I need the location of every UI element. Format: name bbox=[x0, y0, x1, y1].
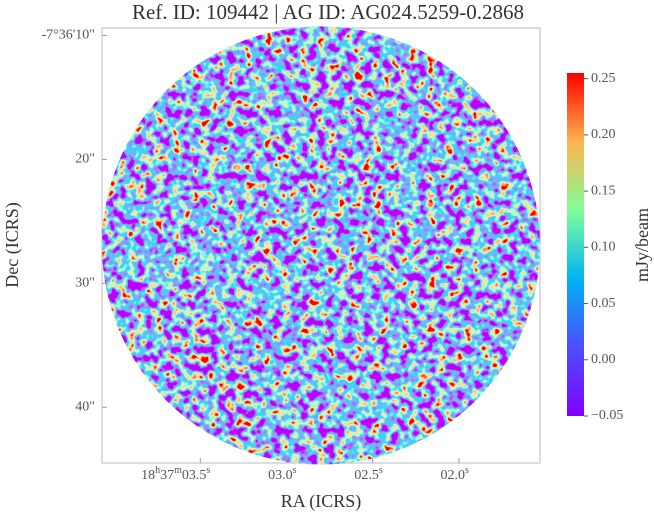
y-tick-label: -7°36'10" bbox=[42, 28, 96, 43]
y-tick-label: 30" bbox=[75, 276, 95, 291]
colorbar-tick-label: 0.10 bbox=[591, 240, 616, 255]
x-axis-label: RA (ICRS) bbox=[281, 491, 362, 512]
colorbar-tick-label: 0.05 bbox=[591, 296, 616, 311]
sky-image bbox=[102, 26, 540, 465]
colorbar-tick-label: −0.05 bbox=[591, 408, 623, 423]
y-tick-label: 20" bbox=[75, 152, 95, 167]
colorbar-tick-label: 0.00 bbox=[591, 352, 616, 367]
colorbar-tick-label: 0.20 bbox=[591, 127, 616, 142]
x-tick-label: 02.0s bbox=[441, 465, 470, 483]
colorbar-tick-label: 0.15 bbox=[591, 183, 616, 198]
colorbar-label: mJy/beam bbox=[632, 208, 652, 282]
x-tick-label: 03.0s bbox=[268, 465, 297, 483]
chart-title: Ref. ID: 109442 | AG ID: AG024.5259-0.28… bbox=[132, 0, 524, 24]
x-tick-label: 18h37m03.5s bbox=[141, 465, 210, 483]
colorbar-tick-label: 0.25 bbox=[591, 71, 616, 86]
x-tick-label: 02.5s bbox=[354, 465, 383, 483]
colorbar bbox=[567, 73, 584, 416]
y-axis-label: Dec (ICRS) bbox=[2, 202, 23, 287]
y-tick-label: 40" bbox=[75, 399, 95, 414]
